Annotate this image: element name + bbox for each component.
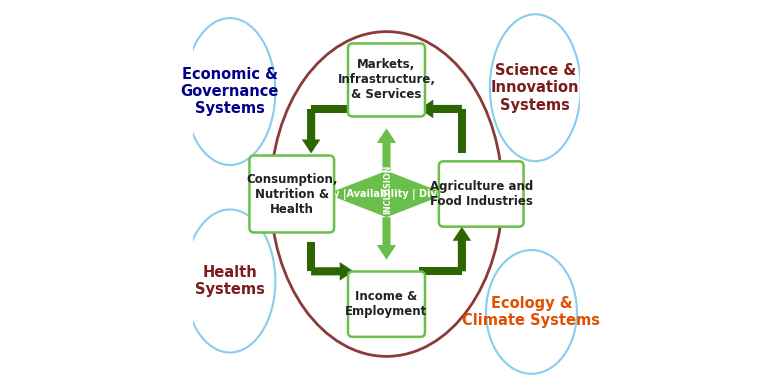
FancyArrow shape xyxy=(376,217,397,260)
FancyArrow shape xyxy=(301,109,320,153)
Text: Income &
Employment: Income & Employment xyxy=(346,290,427,318)
FancyBboxPatch shape xyxy=(348,272,425,337)
Text: Health
Systems: Health Systems xyxy=(195,265,265,297)
FancyArrow shape xyxy=(458,109,466,153)
FancyArrow shape xyxy=(311,105,353,113)
Text: INCLUSION: INCLUSION xyxy=(383,165,393,214)
FancyBboxPatch shape xyxy=(348,43,425,116)
Text: Economic &
Governance
Systems: Economic & Governance Systems xyxy=(181,67,279,116)
Text: Markets,
Infrastructure,
& Services: Markets, Infrastructure, & Services xyxy=(338,59,435,101)
Text: Science &
Innovation
Systems: Science & Innovation Systems xyxy=(491,63,580,113)
FancyArrow shape xyxy=(420,100,462,118)
Text: Safety |Availability | Diversity: Safety |Availability | Diversity xyxy=(305,189,468,199)
FancyArrow shape xyxy=(447,184,483,204)
Text: Consumption,
Nutrition &
Health: Consumption, Nutrition & Health xyxy=(246,173,338,215)
FancyArrow shape xyxy=(453,227,472,271)
FancyArrow shape xyxy=(420,267,462,275)
Text: Agriculture and
Food Industries: Agriculture and Food Industries xyxy=(430,180,533,208)
Text: Ecology &
Climate Systems: Ecology & Climate Systems xyxy=(462,296,601,328)
FancyArrow shape xyxy=(307,242,315,271)
FancyArrow shape xyxy=(376,128,397,171)
FancyArrow shape xyxy=(311,262,353,281)
FancyBboxPatch shape xyxy=(439,161,523,227)
FancyArrow shape xyxy=(290,184,326,204)
Polygon shape xyxy=(326,171,447,217)
FancyBboxPatch shape xyxy=(250,156,334,232)
